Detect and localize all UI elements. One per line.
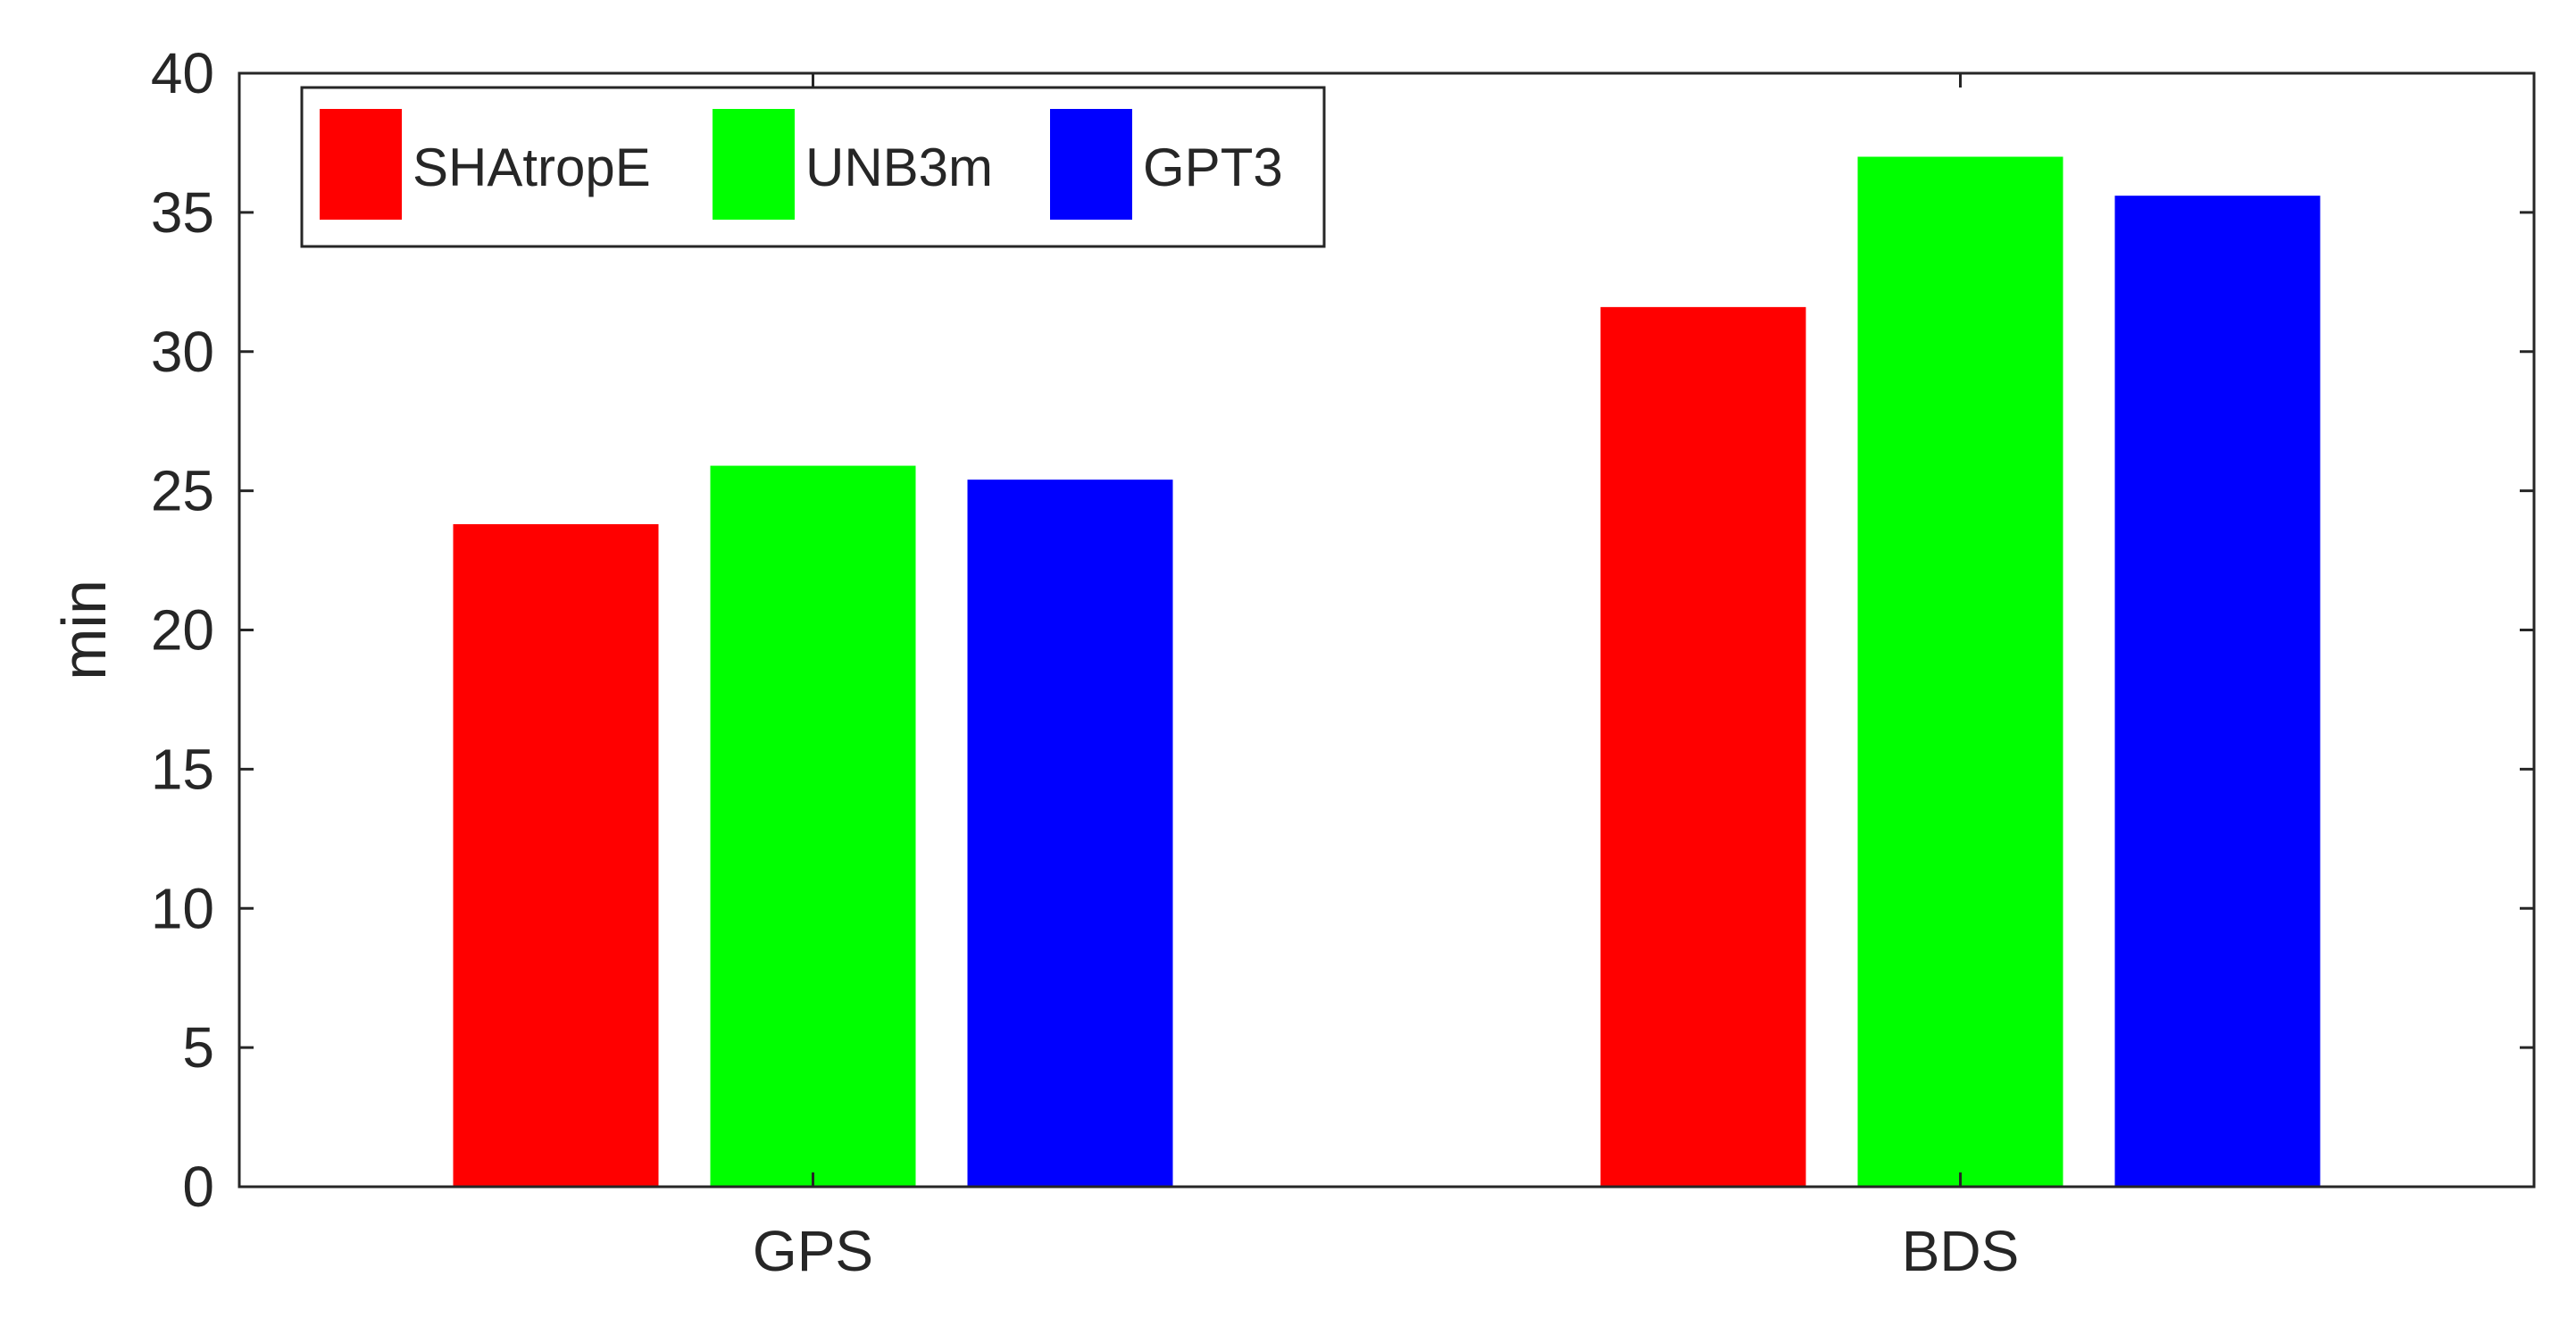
legend: SHAtropE UNB3m GPT3 — [300, 86, 1326, 248]
x-tick-label: BDS — [1902, 1219, 2020, 1283]
legend-label-unb3m: UNB3m — [805, 138, 993, 197]
legend-swatch-shatrope — [320, 109, 402, 220]
legend-box — [300, 86, 1326, 248]
y-axis-ticks: 0 5 10 15 20 25 30 35 40 — [151, 41, 2534, 1219]
y-tick-label: 20 — [151, 598, 214, 663]
legend-label-shatrope: SHAtropE — [413, 138, 651, 197]
legend-swatch-unb3m — [713, 109, 795, 220]
y-tick-label: 15 — [151, 737, 214, 801]
y-tick-label: 0 — [182, 1155, 214, 1219]
y-tick-label: 40 — [151, 41, 214, 105]
bar-gpt3-gps — [967, 480, 1173, 1187]
legend-swatch-gpt3 — [1050, 109, 1132, 220]
bars — [453, 156, 2321, 1187]
bar-gpt3-bds — [2114, 196, 2321, 1187]
bar-shatrope-gps — [453, 524, 659, 1187]
bar-shatrope-bds — [1600, 306, 1806, 1187]
bar-unb3m-bds — [1857, 156, 2063, 1187]
x-tick-label: GPS — [753, 1219, 873, 1283]
x-axis-ticks: GPS BDS — [753, 73, 2019, 1283]
y-tick-label: 5 — [182, 1015, 214, 1080]
y-tick-label: 10 — [151, 876, 214, 940]
y-axis-label: min — [49, 580, 119, 680]
y-tick-label: 35 — [151, 180, 214, 245]
y-tick-label: 25 — [151, 459, 214, 523]
bar-unb3m-gps — [710, 465, 916, 1187]
y-tick-label: 30 — [151, 320, 214, 384]
legend-label-gpt3: GPT3 — [1143, 138, 1283, 197]
